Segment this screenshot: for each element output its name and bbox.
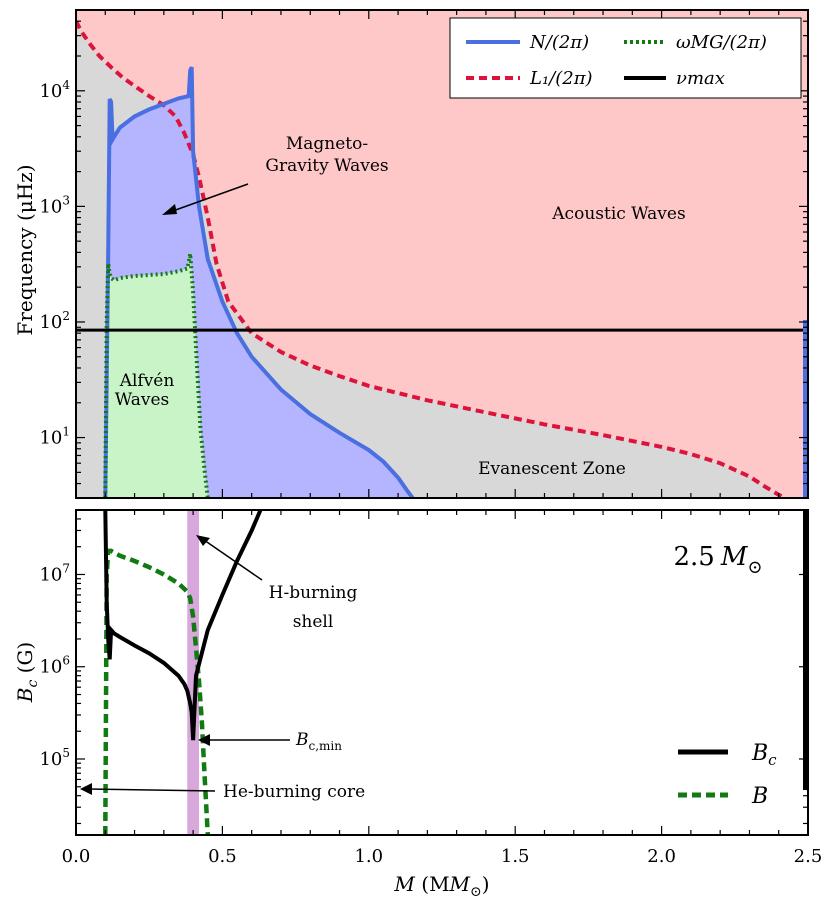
n-line xyxy=(103,66,415,498)
top-y-tick-label: 104 xyxy=(39,78,70,102)
top-panel: 101 102 103 104 Magneto- Gravity Waves Acou… xyxy=(13,9,809,499)
top-legend-box xyxy=(449,17,802,99)
h-shell-label-2: shell xyxy=(293,612,334,632)
x-tick-labels: 0.0 0.5 1.0 1.5 2.0 2.5 xyxy=(62,846,823,867)
bottom-y-tick-label: 106 xyxy=(39,654,70,678)
omega-mg-line xyxy=(103,253,210,498)
magneto-arrow-head xyxy=(162,204,177,215)
x-tick-label: 0.5 xyxy=(208,846,237,867)
bottom-panel: 105 106 107 0.0 0.5 1.0 1.5 2.0 2.5 2.5 M⊙ H-bur… xyxy=(13,509,823,900)
legend-numax-label: νmax xyxy=(676,68,725,89)
stellar-mass-label: 2.5 M⊙ xyxy=(673,542,762,578)
bottom-y-axis-label: Bc (G) xyxy=(13,642,41,704)
magneto-label-2: Gravity Waves xyxy=(265,156,388,176)
legend-b-label: B xyxy=(751,784,768,809)
l1-line xyxy=(76,20,786,498)
x-tick-label: 0.0 xyxy=(62,846,91,867)
x-tick-label: 2.5 xyxy=(794,846,823,867)
top-y-tick-label: 103 xyxy=(39,193,70,217)
bottom-ticks xyxy=(75,509,809,835)
bottom-plot-area xyxy=(103,510,807,835)
he-core-label: He-burning core xyxy=(223,782,365,802)
top-frame xyxy=(75,9,809,499)
h-shell-label-1: H-burning xyxy=(269,583,358,603)
h-shell-arrow xyxy=(203,539,263,581)
bcmin-arrow-head xyxy=(198,734,210,746)
top-y-axis-label: Frequency (μHz) xyxy=(13,164,37,335)
bottom-y-tick-labels: 105 106 107 xyxy=(39,561,70,770)
bcmin-label: Bc,min xyxy=(295,730,342,753)
magneto-arrow xyxy=(169,183,249,213)
top-legend: N/(2π) ωMG/(2π) L₁/(2π) νmax xyxy=(449,17,802,99)
bottom-y-tick-label: 107 xyxy=(39,561,70,585)
x-tick-label: 2.0 xyxy=(647,846,676,867)
top-y-tick-label: 102 xyxy=(39,309,70,333)
magneto-label-1: Magneto- xyxy=(286,134,368,154)
x-tick-label: 1.5 xyxy=(501,846,530,867)
top-ticks xyxy=(75,9,809,499)
h-shell-band xyxy=(187,510,199,835)
legend-mg-label: ωMG/(2π) xyxy=(676,32,767,53)
legend-bc-label: Bc xyxy=(751,741,777,769)
bottom-legend: Bc B xyxy=(678,741,777,809)
h-shell-arrow-head xyxy=(196,535,210,546)
alfven-label-2: Waves xyxy=(115,390,170,410)
b-line xyxy=(103,548,211,835)
bottom-y-tick-label: 105 xyxy=(39,746,70,770)
evanescent-label: Evanescent Zone xyxy=(478,459,626,479)
top-y-tick-label: 101 xyxy=(39,425,70,449)
bc-line xyxy=(103,510,263,741)
top-y-tick-labels: 101 102 103 104 xyxy=(39,78,70,449)
bottom-frame xyxy=(75,509,809,836)
alfven-label-1: Alfvén xyxy=(119,371,175,391)
acoustic-label: Acoustic Waves xyxy=(551,204,685,224)
he-core-arrow-head xyxy=(80,783,92,795)
legend-l1-label: L₁/(2π) xyxy=(529,68,593,89)
legend-n-label: N/(2π) xyxy=(529,32,589,53)
alfven-region xyxy=(105,253,208,498)
x-tick-label: 1.0 xyxy=(354,846,383,867)
he-core-arrow xyxy=(87,788,216,792)
x-axis-label: M (MM⊙) xyxy=(393,872,489,900)
